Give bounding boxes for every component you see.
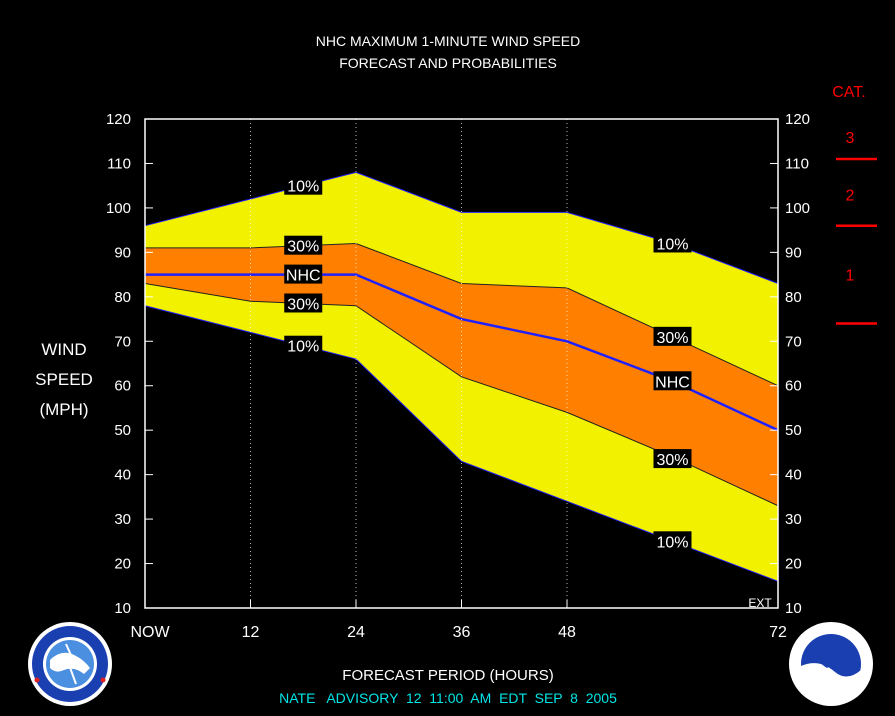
- series-label-box: [653, 326, 692, 346]
- y-tick-label-left: 20: [114, 556, 131, 573]
- series-label: 30%: [656, 330, 688, 347]
- axis-ticks: 10 10 20 20 30 30 40 40 50 50 60 60 70 70 80 80 90 90 100 1…: [106, 111, 810, 641]
- y-axis-label-line-2: SPEED: [35, 370, 93, 389]
- y-tick-label-right: 90: [785, 244, 802, 261]
- y-tick-label-right: 80: [785, 289, 802, 306]
- nws-logo: [28, 622, 112, 706]
- series-label-box: [653, 449, 692, 469]
- series-label: NHC: [655, 374, 690, 391]
- series-label: 30%: [287, 239, 319, 256]
- y-tick-label-left: 30: [114, 511, 131, 528]
- chart-title: NHC MAXIMUM 1-MINUTE WIND SPEED: [316, 33, 580, 49]
- advisory-line: NATE ADVISORY 12 11:00 AM EDT SEP 8 2005: [279, 690, 617, 706]
- series-label: 10%: [287, 339, 319, 356]
- y-axis-label-line-1: WIND: [41, 340, 86, 359]
- series-label-box: [284, 264, 323, 284]
- category-label: 3: [846, 130, 855, 147]
- series-label-box: [653, 233, 692, 253]
- y-tick-label-left: 70: [114, 333, 131, 350]
- y-tick-label-right: 40: [785, 467, 802, 484]
- inner-band-30pct: [145, 243, 778, 506]
- y-tick-label-right: 30: [785, 511, 802, 528]
- y-axis-label-line-3: (MPH): [39, 400, 88, 419]
- series-labels: 10% 30% NHC 30% 10% 10% 30% NHC 30% 10%: [284, 175, 692, 551]
- series-label: 10%: [656, 534, 688, 551]
- category-label: 1: [846, 268, 855, 285]
- x-tick-label: 72: [769, 624, 787, 641]
- x-tick-label: 48: [558, 624, 576, 641]
- y-tick-label-right: 20: [785, 556, 802, 573]
- series-label: NHC: [286, 268, 321, 285]
- category-scale: CAT. 3 2 1: [832, 84, 877, 325]
- y-tick-label-right: 60: [785, 378, 802, 395]
- chart-subtitle: FORECAST AND PROBABILITIES: [339, 55, 557, 71]
- grid-lines: [250, 119, 568, 608]
- x-tick-label: 12: [242, 624, 260, 641]
- series-label-box: [653, 531, 692, 551]
- series-label: 30%: [287, 296, 319, 313]
- series-label-box: [284, 293, 323, 313]
- x-tick-label: NOW: [130, 624, 170, 641]
- series-label: 10%: [287, 179, 319, 196]
- ext-label: EXT: [748, 596, 772, 610]
- y-tick-label-left: 110: [107, 155, 131, 172]
- series-label-box: [284, 235, 323, 255]
- category-title: CAT.: [832, 84, 865, 101]
- series-label-box: [284, 335, 323, 355]
- y-tick-label-left: 120: [106, 111, 131, 128]
- x-tick-label: 24: [347, 624, 365, 641]
- y-tick-label-left: 40: [114, 467, 131, 484]
- y-tick-label-left: 60: [114, 378, 131, 395]
- series-label: 30%: [656, 452, 688, 469]
- y-tick-label-left: 90: [114, 244, 131, 261]
- y-tick-label-left: 100: [106, 200, 131, 217]
- x-axis-label: FORECAST PERIOD (HOURS): [342, 667, 553, 684]
- noaa-logo: [789, 622, 873, 706]
- category-label: 2: [846, 188, 855, 205]
- y-tick-label-right: 10: [785, 600, 802, 617]
- y-tick-label-left: 10: [114, 600, 131, 617]
- y-tick-label-left: 50: [114, 422, 131, 439]
- series-label: 10%: [656, 236, 688, 253]
- y-tick-label-right: 50: [785, 422, 802, 439]
- y-tick-label-right: 120: [785, 111, 810, 128]
- x-tick-label: 36: [453, 624, 471, 641]
- y-tick-label-left: 80: [114, 289, 131, 306]
- y-tick-label-right: 100: [785, 200, 810, 217]
- y-tick-label-right: 70: [785, 333, 802, 350]
- series-label-box: [284, 175, 323, 195]
- series-label-box: [653, 371, 692, 391]
- y-tick-label-right: 110: [785, 155, 809, 172]
